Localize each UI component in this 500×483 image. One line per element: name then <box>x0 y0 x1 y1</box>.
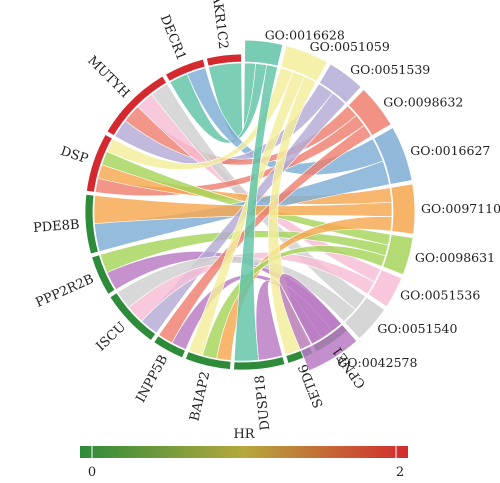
go-block-go-0051540 <box>343 296 386 340</box>
gene-block-dusp18 <box>233 356 286 371</box>
go-block-go-0051536 <box>367 269 403 308</box>
ribbon-dusp18-go-0016628 <box>233 64 278 362</box>
go-block-go-0098631 <box>382 233 414 276</box>
go-label-go-0051536: GO:0051536 <box>400 288 480 303</box>
gene-label-dusp18: DUSP18 <box>253 374 274 431</box>
go-block-go-0098632 <box>347 88 392 137</box>
go-label-go-0098631: GO:0098631 <box>415 250 495 265</box>
go-label-go-0051539: GO:0051539 <box>350 62 430 77</box>
go-block-go-0016627 <box>373 127 413 185</box>
gene-label-dsp: DSP <box>58 144 90 167</box>
go-label-go-0051540: GO:0051540 <box>377 321 457 336</box>
gene-block-decr1 <box>164 58 206 82</box>
go-label-go-0097110: GO:0097110 <box>421 201 500 216</box>
hr-colorbar <box>80 446 408 458</box>
go-block-go-0042578 <box>300 323 358 372</box>
gene-block-baiap2 <box>184 351 232 370</box>
go-block-go-0051059 <box>280 45 328 82</box>
gene-label-baiap2: BAIAP2 <box>187 370 213 423</box>
go-label-go-0098632: GO:0098632 <box>383 94 463 109</box>
gene-block-mutyh <box>106 75 168 137</box>
ribbon-cpne1-go-0042578 <box>277 273 342 350</box>
gene-label-mutyh: MUTYH <box>84 53 132 101</box>
gene-block-dsp <box>85 133 113 193</box>
gene-block-pde8b <box>84 193 99 255</box>
ribbon-group <box>93 62 393 362</box>
outer-block-group <box>84 39 416 372</box>
go-block-go-0051539 <box>318 63 362 104</box>
go-block-go-0016628 <box>244 39 284 67</box>
hr-legend: HR 0 2 <box>80 427 408 480</box>
gene-label-setd6: SETD6 <box>296 362 327 410</box>
ribbon-inpp5b-go-0098632 <box>158 124 372 344</box>
gene-label-pde8b: PDE8B <box>33 217 81 236</box>
gene-block-ppp2r2b <box>91 254 116 295</box>
gene-label-iscu: ISCU <box>94 319 130 354</box>
hr-legend-min: 0 <box>88 465 96 480</box>
go-label-go-0042578: GO:0042578 <box>337 355 417 370</box>
hr-legend-title: HR <box>233 427 255 442</box>
gene-label-ppp2r2b: PPP2R2B <box>33 272 96 311</box>
go-label-go-0016627: GO:0016627 <box>410 143 490 158</box>
gene-label-akr1c2: AKR1C2 <box>209 0 231 50</box>
gene-block-inpp5b <box>153 335 186 359</box>
ribbon-dsp-go-0051059 <box>106 67 294 171</box>
gene-block-akr1c2 <box>205 53 242 67</box>
go-label-go-0016628: GO:0016628 <box>265 27 345 42</box>
ribbon-mutyh-go-0051540 <box>151 83 367 311</box>
gene-label-decr1: DECR1 <box>157 13 189 63</box>
gene-label-inpp5b: INPP5B <box>133 353 171 406</box>
gene-block-iscu <box>109 292 157 342</box>
hr-legend-max: 2 <box>396 465 404 480</box>
ribbon-dsp-go-0098631 <box>101 151 391 246</box>
go-label-go-0051059: GO:0051059 <box>310 39 390 54</box>
go-block-go-0097110 <box>390 183 416 235</box>
